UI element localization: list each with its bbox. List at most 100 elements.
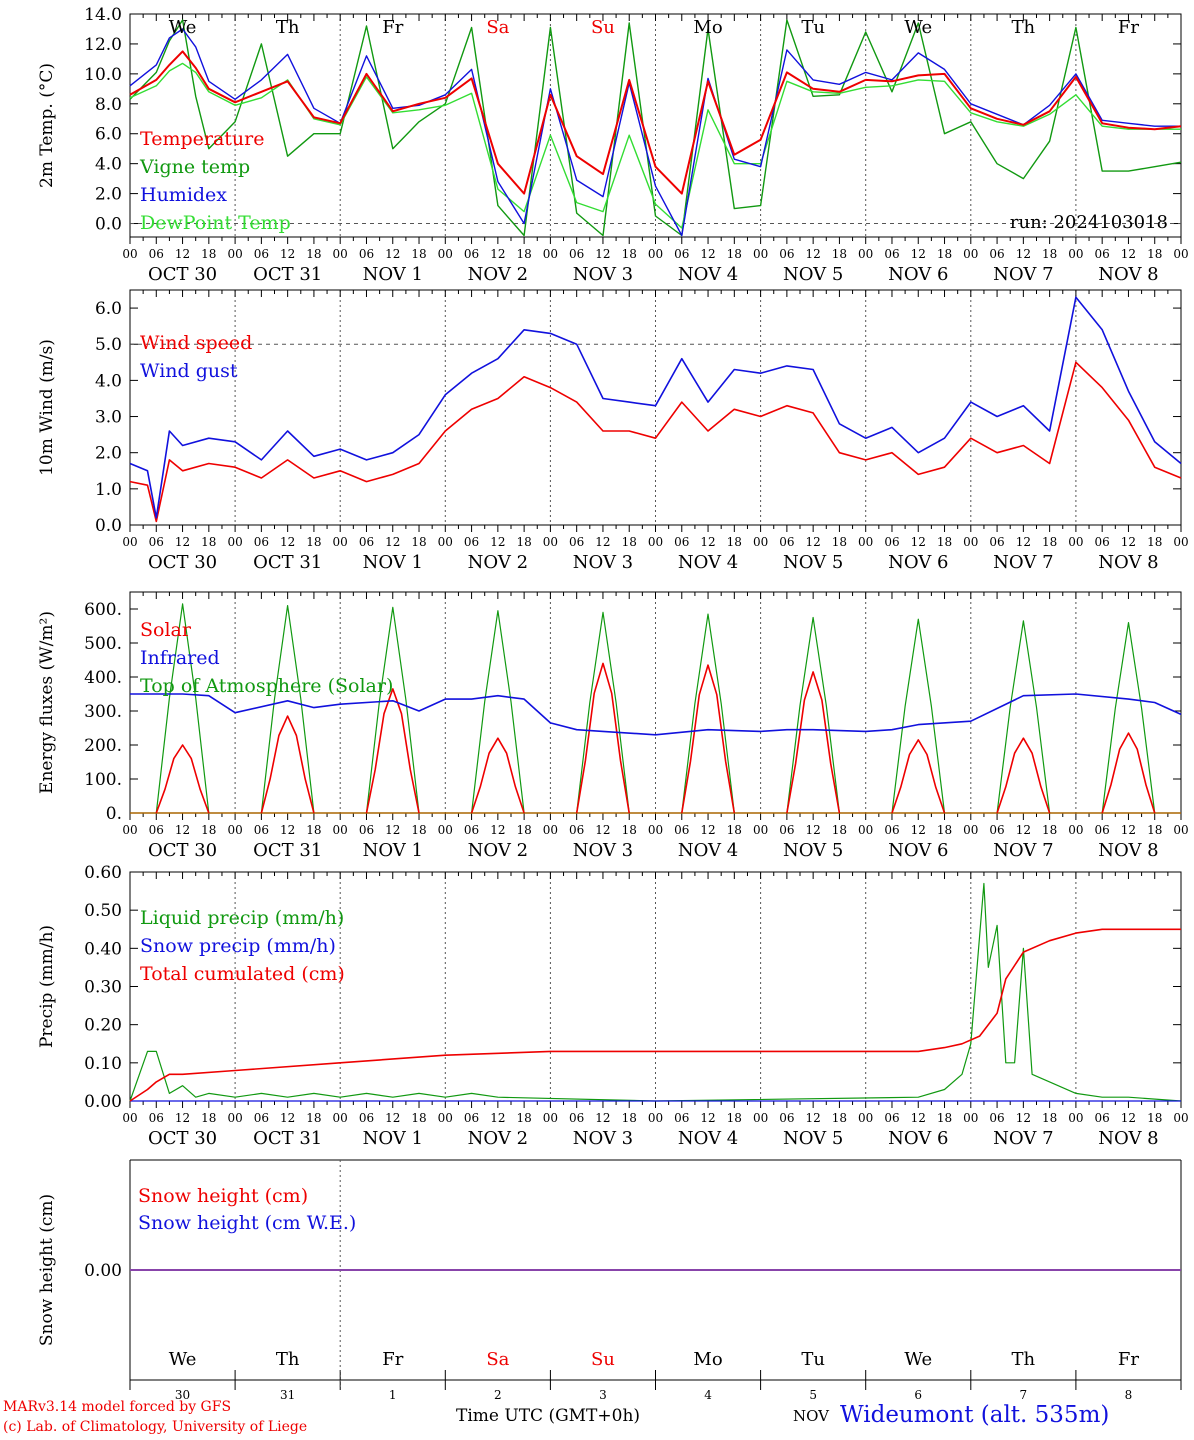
y-tick-label: 0.30: [84, 978, 122, 998]
hour-label: 12: [911, 535, 926, 549]
date-label: OCT 31: [253, 840, 322, 861]
hour-label: 18: [832, 823, 847, 837]
hour-label: 12: [175, 535, 190, 549]
hour-label: 12: [490, 823, 505, 837]
legend-entry: Wind gust: [140, 360, 238, 382]
hour-label: 18: [306, 535, 321, 549]
hour-label: 12: [385, 823, 400, 837]
hour-label: 00: [227, 823, 242, 837]
y-tick-label: 3.0: [95, 408, 122, 428]
series-line: [129, 62, 1181, 229]
y-tick-label: 0.00: [84, 1092, 122, 1112]
hour-label: 00: [333, 823, 348, 837]
time-axis-label: Time UTC (GMT+0h): [456, 1406, 641, 1426]
hour-label: 00: [122, 823, 137, 837]
date-label: NOV 2: [468, 552, 528, 573]
day-number: 3: [599, 1388, 607, 1402]
solar-arc: [891, 739, 946, 814]
y-tick-label: 0.0: [95, 516, 122, 536]
day-name: We: [904, 1349, 932, 1370]
date-label: NOV 6: [888, 840, 948, 861]
hour-label: 00: [438, 247, 453, 261]
hour-label: 06: [884, 1111, 899, 1125]
hour-label: 18: [201, 1111, 216, 1125]
hour-label: 18: [201, 535, 216, 549]
y-tick-label: 5.0: [95, 335, 122, 355]
legend-entry: Total cumulated (cm): [140, 963, 345, 985]
day-number: 8: [1125, 1388, 1133, 1402]
hour-label: 18: [201, 247, 216, 261]
hour-label: 18: [201, 823, 216, 837]
y-tick-label: 1.0: [95, 480, 122, 500]
hour-label: 00: [543, 247, 558, 261]
hour-label: 18: [1042, 1111, 1057, 1125]
date-label: NOV 6: [888, 264, 948, 285]
solar-arc: [575, 662, 630, 814]
hour-label: 12: [1121, 247, 1136, 261]
hour-label: 06: [989, 535, 1004, 549]
hour-label: 12: [280, 247, 295, 261]
date-label: NOV 3: [573, 1128, 633, 1149]
hour-label: 06: [884, 247, 899, 261]
hour-label: 06: [254, 823, 269, 837]
hour-label: 18: [516, 1111, 531, 1125]
solar-arc: [1101, 732, 1156, 814]
y-tick-label: 0.20: [84, 1016, 122, 1036]
series-line: [129, 296, 1182, 519]
hour-label: 18: [1147, 535, 1162, 549]
hour-label: 00: [963, 535, 978, 549]
legend-entry: Vigne temp: [139, 156, 250, 178]
date-label: OCT 31: [253, 552, 322, 573]
hour-label: 18: [937, 247, 952, 261]
hour-label: 06: [359, 1111, 374, 1125]
date-label: NOV 8: [1098, 264, 1158, 285]
hour-label: 12: [175, 823, 190, 837]
hour-label: 18: [622, 247, 637, 261]
hour-label: 18: [937, 1111, 952, 1125]
hour-label: 18: [1042, 247, 1057, 261]
day-name: We: [169, 1349, 197, 1370]
toa-solar-arc: [1101, 621, 1156, 814]
y-axis-label: Precip (mm/h): [37, 925, 57, 1048]
y-tick-label: 600.: [84, 600, 122, 620]
hour-label: 18: [306, 823, 321, 837]
y-tick-label: 6.0: [95, 125, 122, 145]
day-name: Tu: [801, 1349, 825, 1370]
day-name: Th: [276, 1349, 300, 1370]
hour-label: 06: [569, 823, 584, 837]
panel-4: 00 06 12 18 OCT 30 00 06 12 18 OCT 31 00 06 12 18 NOV …: [37, 863, 1189, 1149]
hour-label: 00: [1173, 1111, 1188, 1125]
hour-label: 00: [122, 1111, 137, 1125]
hour-label: 12: [385, 535, 400, 549]
hour-label: 18: [306, 247, 321, 261]
legend-entry: Liquid precip (mm/h): [140, 907, 344, 929]
solar-arc: [681, 664, 736, 814]
hour-label: 12: [700, 823, 715, 837]
hour-label: 18: [622, 1111, 637, 1125]
hour-label: 18: [727, 247, 742, 261]
day-name: Fr: [382, 17, 403, 38]
copyright-credit: (c) Lab. of Climatology, University of L…: [3, 1419, 308, 1435]
hour-label: 12: [700, 535, 715, 549]
hour-label: 00: [438, 535, 453, 549]
series-line: [129, 19, 1182, 237]
hour-label: 12: [385, 1111, 400, 1125]
hour-label: 06: [464, 247, 479, 261]
hour-label: 18: [727, 535, 742, 549]
solar-arc: [365, 688, 420, 814]
day-number: 1: [389, 1388, 397, 1402]
hour-label: 00: [648, 823, 663, 837]
y-axis-label: 10m Wind (m/s): [37, 339, 57, 476]
hour-label: 18: [516, 823, 531, 837]
date-label: NOV 4: [678, 840, 738, 861]
hour-label: 06: [149, 1111, 164, 1125]
hour-label: 12: [806, 535, 821, 549]
y-tick-label: 12.0: [84, 35, 122, 55]
hour-label: 12: [1121, 535, 1136, 549]
day-name: Fr: [1118, 17, 1139, 38]
legend-entry: Infrared: [140, 647, 220, 669]
y-axis-label: Snow height (cm): [37, 1194, 57, 1346]
hour-label: 00: [753, 535, 768, 549]
hour-label: 00: [963, 1111, 978, 1125]
